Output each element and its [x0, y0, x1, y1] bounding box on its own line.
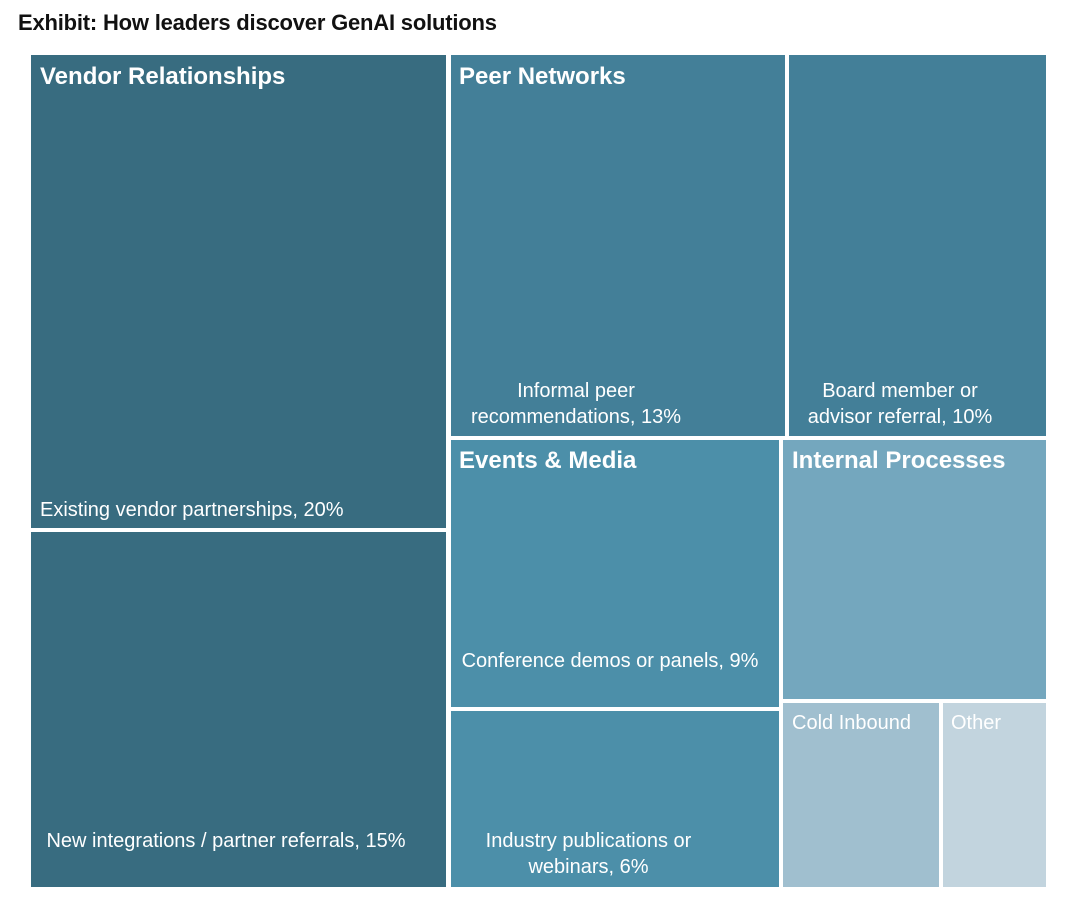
treemap-cell-other	[943, 703, 1046, 887]
leaf-label-existing-vendor-partnerships: Existing vendor partnerships, 20%	[40, 499, 344, 521]
leaf-label-other: Other	[951, 712, 1002, 734]
group-label-peer-networks: Peer Networks	[459, 63, 626, 90]
treemap-cell-board-member-referral	[789, 55, 1046, 436]
treemap-cell-conference-demos	[451, 440, 779, 707]
leaf-label-board-member-referral: Board member or advisor referral, 10%	[807, 380, 993, 428]
treemap-cell-new-integrations	[31, 532, 446, 887]
leaf-label-industry-publications: Industry publications or webinars, 6%	[485, 830, 692, 878]
group-label-internal-processes: Internal Processes	[792, 447, 1006, 474]
group-label-vendor-relationships: Vendor Relationships	[40, 63, 286, 90]
leaf-label-informal-peer-recommendations: Informal peer recommendations, 13%	[470, 380, 682, 428]
treemap-cell-industry-publications	[451, 711, 779, 887]
leaf-label-conference-demos: Conference demos or panels, 9%	[461, 650, 759, 672]
leaf-label-new-integrations: New integrations / partner referrals, 15…	[46, 830, 406, 852]
group-label-events-media: Events & Media	[459, 447, 637, 474]
chart-title: Exhibit: How leaders discover GenAI solu…	[18, 10, 497, 35]
treemap-cell-informal-peer-recommendations	[451, 55, 785, 436]
treemap-cell-internal-processes	[783, 440, 1046, 699]
treemap-cell-cold-inbound	[783, 703, 939, 887]
treemap-cell-existing-vendor-partnerships	[31, 55, 446, 528]
leaf-label-cold-inbound: Cold Inbound	[792, 712, 911, 734]
